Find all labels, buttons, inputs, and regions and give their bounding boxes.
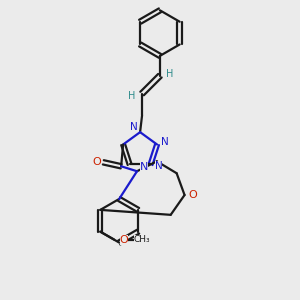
Text: CH₃: CH₃ [134, 235, 150, 244]
Text: H: H [128, 91, 136, 100]
Text: N: N [130, 122, 138, 132]
Text: O: O [120, 235, 128, 244]
Text: N: N [161, 136, 169, 146]
Text: H: H [166, 69, 173, 79]
Text: O: O [92, 157, 101, 167]
Text: N: N [154, 161, 162, 171]
Text: N: N [140, 162, 148, 172]
Text: O: O [188, 190, 197, 200]
